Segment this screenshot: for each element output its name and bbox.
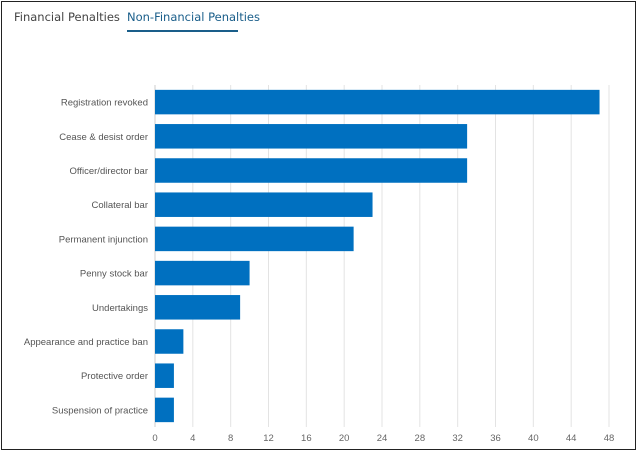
x-tick-label: 36 <box>490 433 501 444</box>
x-tick-label: 28 <box>415 433 426 444</box>
bar <box>155 397 174 423</box>
x-tick-label: 40 <box>528 433 539 444</box>
x-tick-label: 4 <box>190 433 195 444</box>
x-tick-label: 0 <box>152 433 157 444</box>
category-label: Officer/director bar <box>70 166 149 177</box>
category-label: Protective order <box>81 371 148 382</box>
category-label: Suspension of practice <box>52 405 148 416</box>
x-tick-label: 24 <box>377 433 388 444</box>
bar <box>155 226 354 252</box>
bar <box>155 363 174 388</box>
category-label: Permanent injunction <box>59 234 148 245</box>
category-label: Penny stock bar <box>80 269 148 280</box>
bar <box>155 158 468 183</box>
bar <box>155 89 600 115</box>
active-tab-indicator <box>127 30 238 32</box>
bar <box>155 192 373 217</box>
bar <box>155 295 241 320</box>
category-label: Appearance and practice ban <box>24 337 148 348</box>
category-label: Undertakings <box>92 303 148 314</box>
x-tick-label: 20 <box>339 433 350 444</box>
tab-financial-penalties[interactable]: Financial Penalties <box>14 10 120 24</box>
x-tick-label: 32 <box>452 433 463 444</box>
x-tick-label: 44 <box>566 433 577 444</box>
category-label: Registration revoked <box>61 98 148 109</box>
x-tick-label: 12 <box>263 433 274 444</box>
category-label: Collateral bar <box>92 200 149 211</box>
x-tick-label: 48 <box>604 433 615 444</box>
tab-non-financial-penalties[interactable]: Non-Financial Penalties <box>127 10 260 24</box>
bar <box>155 329 184 354</box>
x-tick-label: 16 <box>301 433 312 444</box>
x-tick-label: 8 <box>228 433 233 444</box>
category-label: Cease & desist order <box>59 132 148 143</box>
bar <box>155 124 468 149</box>
bar <box>155 260 250 286</box>
